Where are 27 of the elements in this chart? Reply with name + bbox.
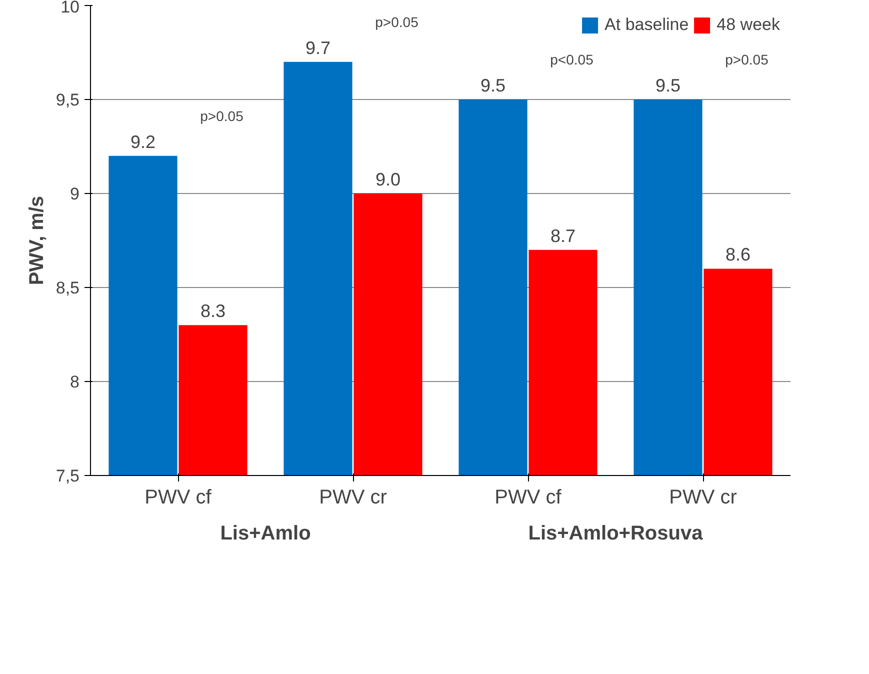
- y-axis-title: PWV, m/s: [26, 196, 48, 286]
- text: 9.0: [375, 170, 401, 190]
- text: 9.7: [305, 38, 331, 58]
- y-tick-label: 9: [70, 184, 80, 204]
- y-tick-label: 8,5: [56, 278, 80, 298]
- text: 8.6: [725, 244, 751, 265]
- y-tick-label: 9,5: [56, 90, 80, 110]
- text: Lis+Amlo: [220, 522, 311, 544]
- text: Lis+Amlo+Rosuva: [528, 522, 704, 544]
- annotation: p>0.05: [375, 14, 419, 30]
- x-tick-label: PWV cf: [144, 486, 212, 508]
- text: 9.5: [655, 76, 681, 96]
- text: 8.3: [200, 301, 226, 322]
- text: 9.5: [480, 76, 506, 96]
- y-tick-label: 7,5: [56, 466, 80, 486]
- text: 9.2: [130, 132, 156, 152]
- annotation: p>0.05: [725, 52, 769, 68]
- annotation: p<0.05: [550, 52, 594, 68]
- text: 8.7: [550, 226, 576, 246]
- legend-label: 48 week: [716, 15, 780, 35]
- y-tick-label: 8: [70, 372, 80, 392]
- legend-label: At baseline: [604, 15, 689, 35]
- annotation: p>0.05: [200, 108, 244, 124]
- x-tick-label: PWV cf: [494, 486, 562, 508]
- x-tick-label: PWV cr: [319, 486, 388, 508]
- y-tick-label: 10: [60, 0, 80, 16]
- x-tick-label: PWV cr: [669, 486, 738, 508]
